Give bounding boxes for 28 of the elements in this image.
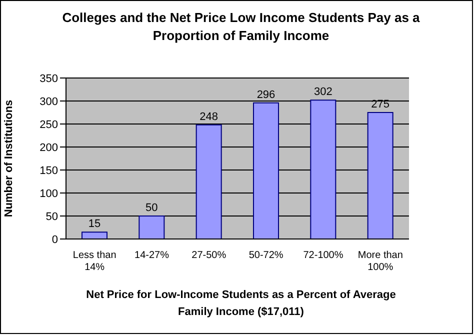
- y-tick-label: 300: [40, 96, 58, 108]
- data-label: 50: [146, 202, 158, 214]
- y-tick-label: 0: [52, 234, 58, 246]
- x-tick-label: Less than 14%: [72, 250, 116, 274]
- bar: [82, 232, 108, 239]
- x-tick-label: More than 100%: [358, 250, 403, 274]
- x-tick-label: 50-72%: [248, 250, 284, 262]
- data-label: 15: [88, 218, 101, 230]
- x-tick-label: 14-27%: [134, 250, 170, 262]
- y-tick-label: 350: [40, 72, 58, 85]
- data-label: 302: [314, 86, 332, 98]
- data-label: 248: [200, 110, 218, 123]
- y-tick-label: 200: [40, 142, 58, 154]
- bar: [253, 102, 279, 239]
- data-label: 296: [256, 88, 276, 101]
- bar: [367, 112, 394, 239]
- bar: [138, 216, 165, 239]
- y-tick-label: 150: [40, 164, 58, 177]
- y-tick-label: 50: [46, 210, 58, 223]
- y-axis-title: Number of Institutions: [2, 100, 15, 218]
- x-axis-title: Net Price for Low-Income Students as a Percent of Average Family Income ($17,011): [85, 288, 397, 320]
- chart-title: Colleges and the Net Price Low Income Students Pay as a Proportion of Family Income: [61, 9, 421, 45]
- x-tick-label: 27-50%: [192, 250, 226, 262]
- x-tick-label: 72-100%: [303, 250, 344, 262]
- y-tick-label: 100: [40, 188, 58, 200]
- y-tick-label: 250: [40, 118, 58, 131]
- bar: [310, 100, 336, 239]
- bar: [196, 124, 222, 239]
